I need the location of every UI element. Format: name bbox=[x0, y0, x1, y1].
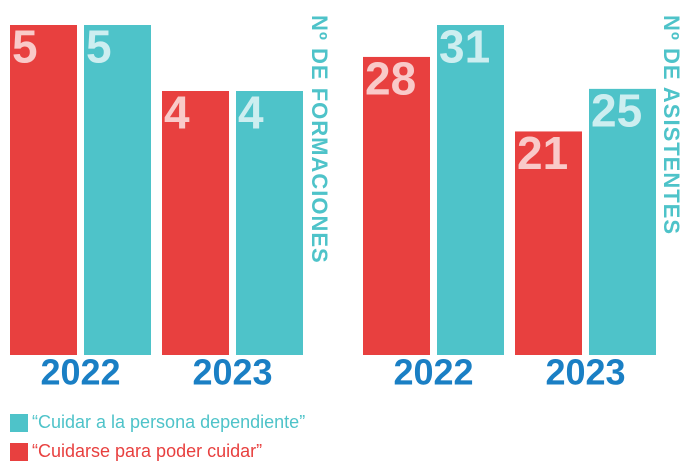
axis-label: Nº DE ASISTENTES bbox=[659, 15, 681, 235]
value-label: 25 bbox=[591, 84, 642, 136]
legend-swatch bbox=[10, 443, 28, 461]
value-label: 31 bbox=[439, 21, 490, 73]
bar bbox=[236, 91, 303, 355]
value-label: 5 bbox=[12, 21, 38, 73]
legend-label: “Cuidarse para poder cuidar” bbox=[32, 441, 262, 461]
x-tick-label: 2023 bbox=[192, 352, 272, 393]
value-label: 21 bbox=[517, 127, 568, 179]
bar bbox=[162, 91, 229, 355]
value-label: 28 bbox=[365, 53, 416, 105]
legend-label: “Cuidar a la persona dependiente” bbox=[32, 412, 305, 432]
bar bbox=[363, 56, 430, 355]
value-label: 5 bbox=[86, 21, 112, 73]
x-tick-label: 2022 bbox=[393, 352, 473, 393]
bar bbox=[10, 25, 77, 355]
axis-label: Nº DE FORMACIONES bbox=[307, 15, 332, 264]
x-tick-label: 2023 bbox=[545, 352, 625, 393]
bar bbox=[589, 88, 656, 355]
bar bbox=[437, 25, 504, 355]
x-tick-label: 2022 bbox=[40, 352, 120, 393]
value-label: 4 bbox=[238, 87, 264, 139]
value-label: 4 bbox=[164, 87, 190, 139]
bar bbox=[515, 131, 582, 355]
legend-swatch bbox=[10, 414, 28, 432]
bar bbox=[84, 25, 151, 355]
